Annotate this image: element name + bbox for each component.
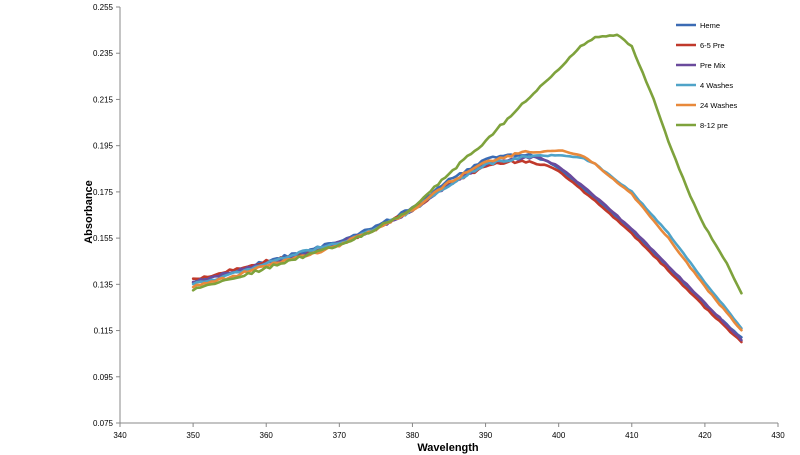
legend-label: Heme	[700, 21, 720, 30]
y-tick-label: 0.195	[93, 142, 114, 151]
x-axis: 340 350 360 370 380 390 400 410 420 430	[113, 423, 785, 440]
y-axis: 0.075 0.095 0.115 0.135 0.155 0.175 0.195 0.215…	[93, 3, 120, 428]
y-tick-label: 0.235	[93, 49, 114, 58]
x-tick-label: 420	[698, 431, 712, 440]
y-tick-label: 0.255	[93, 3, 114, 12]
y-tick-label: 0.215	[93, 95, 114, 104]
plot-area	[119, 7, 778, 424]
y-tick-label: 0.175	[93, 188, 114, 197]
y-tick-label: 0.095	[93, 373, 114, 382]
x-axis-title: Wavelength	[417, 442, 479, 454]
y-tick-label: 0.115	[94, 327, 114, 336]
legend-label: Pre Mix	[700, 61, 726, 70]
series-line-6	[191, 33, 743, 295]
legend-label: 8-12 pre	[700, 121, 728, 130]
x-tick-label: 410	[625, 431, 639, 440]
x-tick-label: 390	[479, 431, 493, 440]
series-line-4	[191, 153, 743, 330]
x-tick-label: 370	[333, 431, 347, 440]
legend-label: 6-5 Pre	[700, 41, 725, 50]
x-tick-label: 360	[260, 431, 274, 440]
series-line-3	[191, 155, 743, 342]
y-tick-label: 0.075	[93, 419, 114, 428]
legend-label: 4 Washes	[700, 81, 733, 90]
legend-label: 24 Washes	[700, 101, 737, 110]
series-line-5	[191, 149, 743, 332]
legend: Heme 6-5 Pre Pre Mix 4 Washes 24 Washes 8-12 …	[676, 21, 737, 130]
x-tick-label: 380	[406, 431, 420, 440]
series-lines	[191, 33, 743, 344]
series-line-2	[191, 159, 743, 344]
x-tick-label: 400	[552, 431, 566, 440]
y-tick-label: 0.155	[93, 234, 114, 243]
y-tick-label: 0.135	[93, 280, 114, 289]
series-line-1	[191, 152, 743, 339]
y-axis-title: Absorbance	[83, 180, 95, 244]
x-tick-label: 350	[186, 431, 200, 440]
x-tick-label: 430	[771, 431, 785, 440]
x-tick-label: 340	[113, 431, 127, 440]
